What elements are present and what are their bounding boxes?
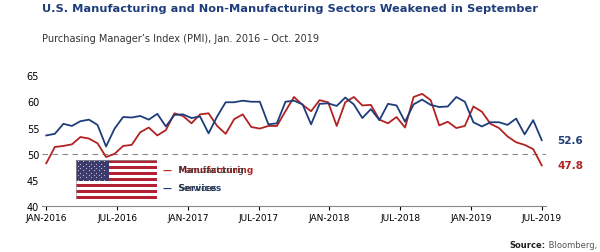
Text: —  Manufacturing: — Manufacturing — [163, 166, 254, 175]
Text: 52.6: 52.6 — [557, 136, 583, 146]
Text: Bloomberg, U.S. Global Investors: Bloomberg, U.S. Global Investors — [546, 240, 600, 249]
Text: —  Services: — Services — [163, 183, 221, 193]
Text: Services: Services — [178, 183, 217, 193]
Bar — [76, 175, 157, 178]
Text: U.S. Manufacturing and Non-Manufacturing Sectors Weakened in September: U.S. Manufacturing and Non-Manufacturing… — [42, 4, 538, 14]
Bar — [76, 169, 157, 172]
Bar — [76, 184, 157, 187]
Text: Manufacturing: Manufacturing — [178, 166, 244, 175]
Bar — [76, 178, 157, 181]
Bar — [76, 190, 157, 193]
Bar — [76, 161, 157, 164]
Bar — [76, 172, 157, 175]
Bar — [76, 166, 157, 169]
Bar — [76, 164, 157, 166]
Bar — [76, 187, 157, 190]
Text: Source:: Source: — [510, 240, 546, 249]
Bar — [76, 181, 157, 184]
Bar — [76, 196, 157, 199]
Text: Purchasing Manager’s Index (PMI), Jan. 2016 – Oct. 2019: Purchasing Manager’s Index (PMI), Jan. 2… — [42, 34, 319, 44]
Bar — [76, 161, 109, 181]
Bar — [76, 193, 157, 196]
Text: 47.8: 47.8 — [557, 161, 583, 171]
